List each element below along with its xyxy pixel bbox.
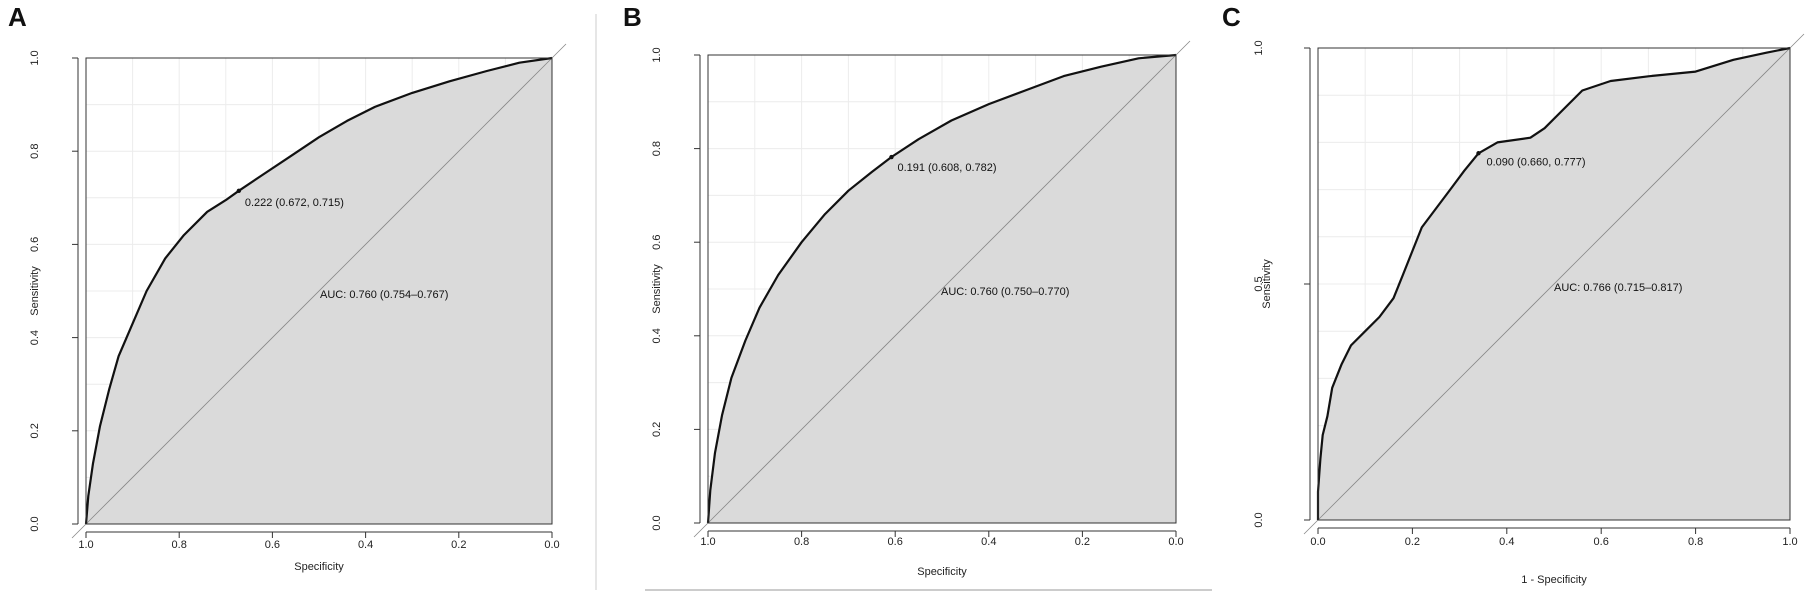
x-axis-title: 1 - Specificity [1521,574,1587,586]
y-tick-label: 1.0 [29,50,41,65]
x-tick-label: 0.6 [1594,536,1609,548]
y-tick-label: 0.6 [651,235,663,250]
y-tick-label: 1.0 [1253,40,1265,55]
roc-curve [1316,46,1791,520]
panel-letter-a: A [8,2,27,32]
roc-curve [706,53,1177,524]
x-tick-label: 0.6 [265,539,280,551]
x-tick-label: 1.0 [78,539,93,551]
x-tick-label: 0.2 [1075,536,1090,548]
x-tick-label: 0.0 [544,539,559,551]
y-tick-label: 1.0 [651,47,663,62]
x-axis-title: Specificity [917,566,967,578]
auc-label: AUC: 0.760 (0.750–0.770) [941,286,1069,298]
auc-label: AUC: 0.766 (0.715–0.817) [1554,282,1682,294]
chance-diagonal-extension [1175,40,1191,56]
x-tick-label: 0.8 [1688,536,1703,548]
panel-letter-b: B [623,2,642,32]
y-tick-label: 0.0 [29,516,41,531]
threshold-label: 0.191 (0.608, 0.782) [897,162,996,174]
threshold-label: 0.090 (0.660, 0.777) [1486,156,1585,168]
chance-diagonal-extension [551,43,567,59]
x-tick-label: 0.4 [981,536,996,548]
threshold-point [1476,151,1481,156]
plot-frame [707,54,1177,524]
y-tick-label: 0.0 [651,515,663,530]
panel-letter-c: C [1222,2,1241,32]
x-tick-label: 0.2 [1405,536,1420,548]
chance-diagonal [1317,47,1791,521]
x-tick-label: 1.0 [1782,536,1797,548]
chance-diagonal-extension [1303,519,1319,535]
y-tick-label: 0.8 [29,144,41,159]
y-tick-label: 0.5 [1253,276,1265,291]
y-tick-label: 0.6 [29,237,41,252]
x-tick-label: 0.4 [1499,536,1514,548]
roc-panel-b: 0.0 0.2 0.4 0.6 0.8 1.0 1.0 0.8 0.6 0.4 0.2 0.0 Spec… [651,40,1191,578]
y-tick-label: 0.2 [651,422,663,437]
y-axis-title: Sensitivity [651,264,663,314]
x-tick-label: 0.4 [358,539,373,551]
chance-diagonal-extension [71,523,87,539]
y-tick-label: 0.4 [29,330,41,345]
x-tick-label: 0.2 [451,539,466,551]
threshold-point [236,188,242,194]
roc-curve [84,56,553,525]
threshold-point [889,154,894,160]
chance-diagonal-extension [1789,33,1805,49]
roc-panel-a: 0.0 0.2 0.4 0.6 0.8 1.0 1.0 0.8 0.6 0.4 0.2 0.0 Spec… [29,43,567,573]
x-tick-label: 0.0 [1310,536,1325,548]
threshold-label: 0.222 (0.672, 0.715) [245,197,344,209]
y-tick-label: 0.0 [1253,512,1265,527]
auc-label: AUC: 0.760 (0.754–0.767) [320,289,448,301]
x-tick-label: 0.8 [172,539,187,551]
x-tick-label: 0.6 [888,536,903,548]
x-axis-title: Specificity [294,561,344,573]
plot-frame [1317,47,1791,521]
x-tick-label: 1.0 [700,536,715,548]
y-tick-label: 0.4 [651,328,663,343]
y-tick-label: 0.8 [651,141,663,156]
x-tick-label: 0.0 [1168,536,1183,548]
plot-frame [85,57,553,525]
chance-diagonal-extension [693,522,709,538]
chance-diagonal [85,57,553,525]
chance-diagonal [707,54,1177,524]
y-axis-title: Sensitivity [1261,259,1273,309]
y-tick-label: 0.2 [29,423,41,438]
roc-panel-c: 0.0 0.5 1.0 0.0 0.2 0.4 0.6 0.8 1.0 1 - Specifici… [1253,33,1805,586]
x-tick-label: 0.8 [794,536,809,548]
y-axis-title: Sensitivity [29,266,41,316]
